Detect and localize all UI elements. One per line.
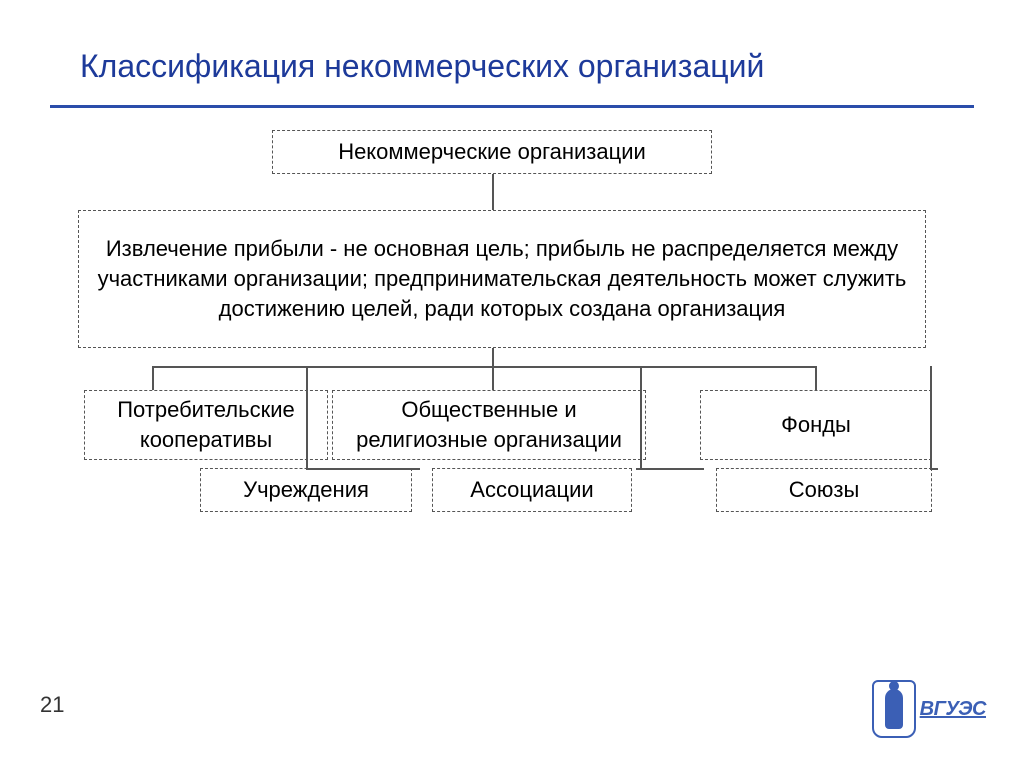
connector-line — [152, 366, 154, 390]
slide-title: Классификация некоммерческих организаций — [80, 48, 964, 85]
logo-badge-icon — [872, 680, 916, 738]
box-institutions: Учреждения — [200, 468, 412, 512]
connector-line — [152, 366, 816, 368]
logo-figure-icon — [885, 689, 903, 729]
connector-line — [930, 366, 932, 468]
connector-line — [492, 366, 494, 390]
connector-line — [930, 468, 938, 470]
connector-line — [640, 366, 642, 468]
box-description: Извлечение прибыли - не основная цель; п… — [78, 210, 926, 348]
connector-line — [306, 366, 308, 468]
connector-line — [492, 174, 494, 210]
box-associations: Ассоциации — [432, 468, 632, 512]
box-root: Некоммерческие организации — [272, 130, 712, 174]
title-divider — [50, 105, 974, 108]
page-number: 21 — [40, 692, 64, 718]
org-logo: ВГУЭС — [872, 680, 986, 738]
connector-line — [636, 468, 704, 470]
box-funds: Фонды — [700, 390, 932, 460]
connector-line — [815, 366, 817, 390]
logo-text: ВГУЭС — [920, 698, 986, 721]
connector-line — [306, 468, 420, 470]
box-cooperatives: Потребительские кооперативы — [84, 390, 328, 460]
connector-line — [492, 348, 494, 368]
box-public-orgs: Общественные и религиозные организации — [332, 390, 646, 460]
box-unions: Союзы — [716, 468, 932, 512]
